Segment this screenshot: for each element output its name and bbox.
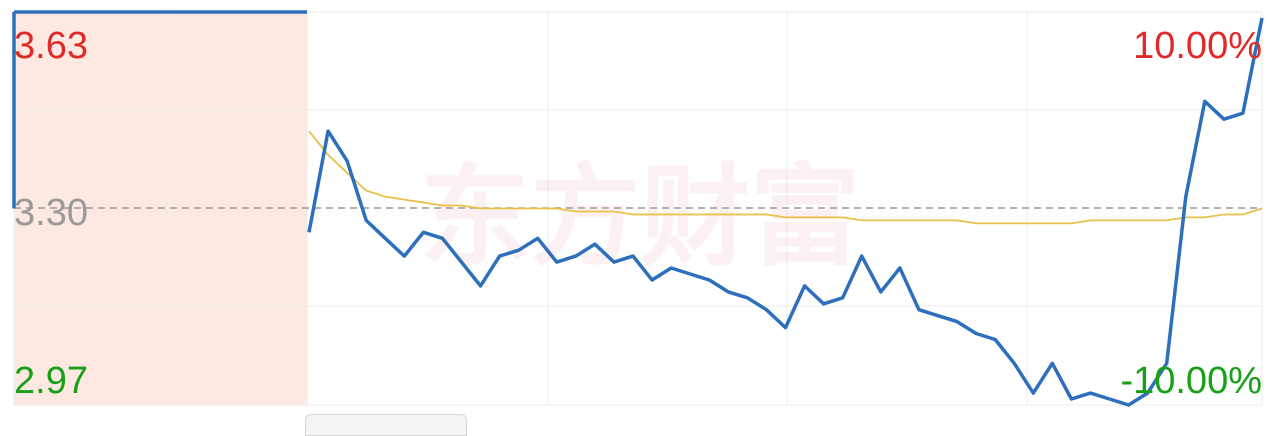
pct-tick-top: 10.00%: [1133, 25, 1262, 67]
price-tick-bottom: 2.97: [14, 360, 88, 402]
bottom-tab[interactable]: [305, 414, 467, 436]
intraday-chart: 东方财富 3.63 3.30 2.97 10.00% -10.00%: [12, 10, 1264, 407]
preopen-price-line: [12, 10, 307, 209]
pct-tick-bottom: -10.00%: [1120, 360, 1262, 402]
price-tick-mid: 3.30: [14, 192, 88, 234]
price-line: [307, 17, 1264, 407]
average-price-line: [308, 130, 1263, 225]
price-tick-top: 3.63: [14, 25, 88, 67]
